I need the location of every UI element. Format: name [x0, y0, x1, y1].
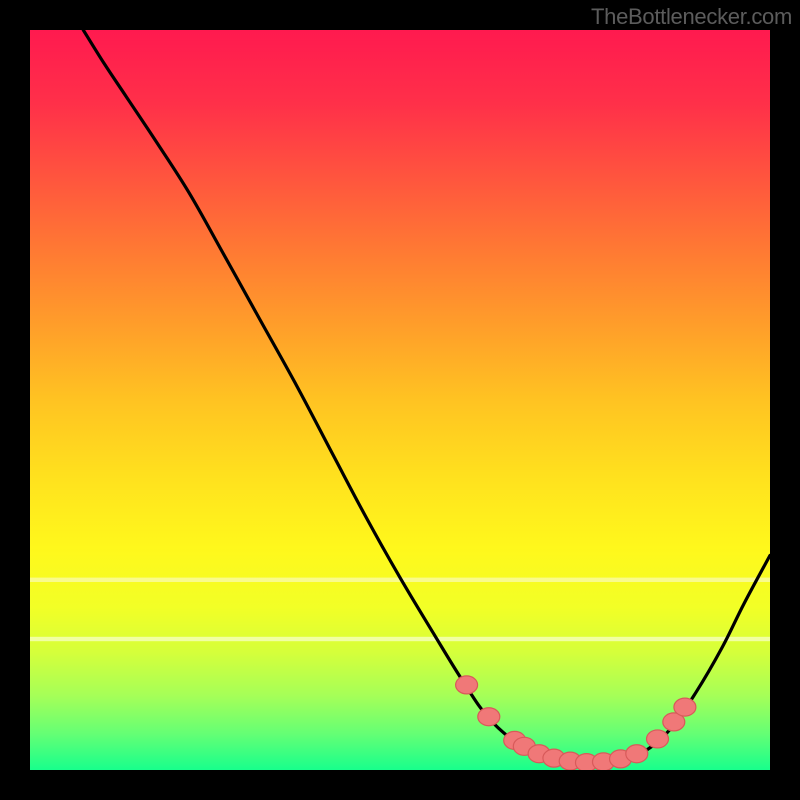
plot-area [30, 30, 770, 770]
gradient-background [30, 30, 770, 770]
chart-container: TheBottlenecker.com [0, 0, 800, 800]
watermark-text: TheBottlenecker.com [591, 4, 792, 30]
